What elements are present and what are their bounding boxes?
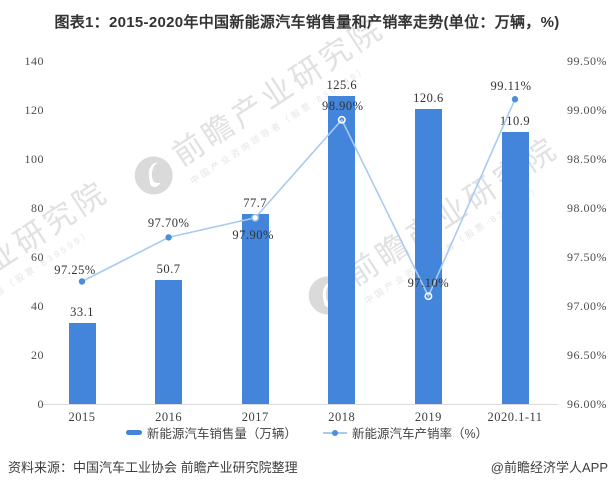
bar-value-label: 120.6 xyxy=(413,90,444,105)
bar-value-label: 50.7 xyxy=(156,261,181,276)
legend-item-sales: 新能源汽车销售量（万辆） xyxy=(125,423,297,442)
bar xyxy=(155,279,183,404)
bar-value-label: 33.1 xyxy=(70,304,94,319)
legend-label-sales: 新能源汽车销售量（万辆） xyxy=(146,427,297,441)
right-axis-tick: 99.50% xyxy=(567,54,607,68)
line-point xyxy=(165,234,172,241)
x-axis-label: 2016 xyxy=(155,410,183,424)
bar xyxy=(414,108,442,404)
left-axis-tick: 120 xyxy=(24,103,44,117)
line-point-label: 99.11% xyxy=(490,79,532,94)
line-point-label: 98.90% xyxy=(322,98,364,113)
left-axis-tick: 40 xyxy=(31,299,44,313)
legend-label-ratio: 新能源汽车产销率（%） xyxy=(351,427,489,441)
left-axis-tick: 20 xyxy=(31,348,44,362)
chart-title: 图表1：2015-2020年中国新能源汽车销售量和产销率走势(单位：万辆，%) xyxy=(54,14,560,31)
x-axis-label: 2015 xyxy=(68,410,96,424)
left-axis-tick: 140 xyxy=(24,54,44,68)
bar-value-label: 77.7 xyxy=(243,195,268,210)
x-axis-line xyxy=(43,404,558,405)
left-axis-tick: 80 xyxy=(31,201,44,215)
line-point-label: 97.10% xyxy=(407,276,450,291)
legend-bar-swatch-icon xyxy=(125,430,142,435)
bar xyxy=(501,132,529,404)
bar-value-label: 125.6 xyxy=(326,78,358,93)
right-axis-tick: 98.00% xyxy=(567,201,607,215)
left-axis-tick: 0 xyxy=(37,397,44,411)
line-point-label: 97.70% xyxy=(147,216,190,231)
legend-line-swatch-icon xyxy=(322,429,347,436)
x-axis-label: 2017 xyxy=(241,410,269,424)
right-axis-tick: 97.50% xyxy=(567,250,607,264)
legend-item-ratio: 新能源汽车产销率（%） xyxy=(322,423,489,442)
x-axis-label: 2018 xyxy=(328,410,356,424)
right-axis-tick: 97.00% xyxy=(567,299,607,313)
right-axis-tick: 96.00% xyxy=(567,397,607,411)
line-point xyxy=(78,278,86,285)
source-text: 资料来源：中国汽车工业协会 前瞻产业研究院整理 xyxy=(8,460,298,475)
x-axis-label: 2020.1-11 xyxy=(487,410,543,424)
right-axis-tick: 96.50% xyxy=(567,348,607,362)
ratio-line xyxy=(81,98,516,299)
line-point-label: 97.25% xyxy=(54,262,96,277)
right-axis-tick: 98.50% xyxy=(567,152,607,166)
line-point-label: 97.90% xyxy=(232,227,274,242)
bar xyxy=(328,96,356,404)
x-axis-label: 2019 xyxy=(414,410,442,424)
left-axis-tick: 100 xyxy=(24,152,44,166)
bar-value-label: 110.9 xyxy=(499,114,531,129)
bar xyxy=(68,322,96,404)
line-point xyxy=(511,96,519,103)
right-axis-tick: 99.00% xyxy=(567,103,607,117)
left-axis-tick: 60 xyxy=(31,250,44,264)
bar xyxy=(241,213,269,404)
legend: 新能源汽车销售量（万辆） 新能源汽车产销率（%） xyxy=(0,423,614,442)
credit-text: @前瞻经济学人APP xyxy=(490,460,608,475)
